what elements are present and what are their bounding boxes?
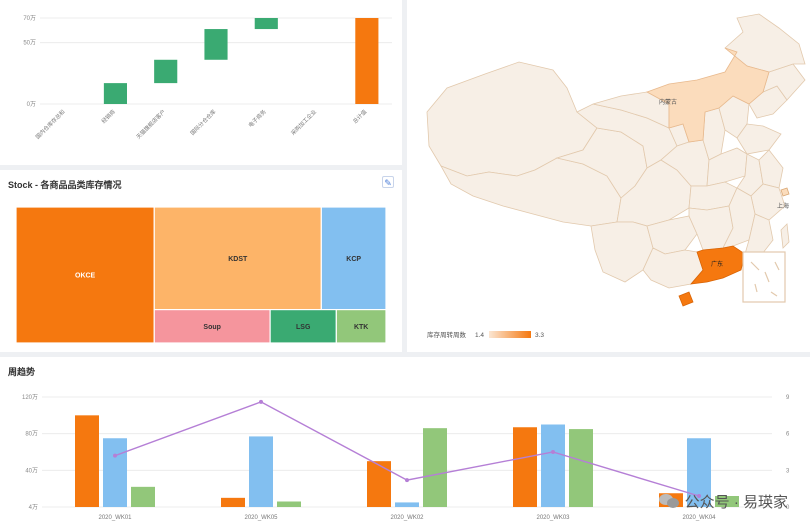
combo-bar — [249, 436, 273, 507]
y-tick-label: 80万 — [25, 431, 38, 438]
combo-panel: 周趋势 4万 40万 80万 120万 0 3 6 9 2020_WK01 2020_WK05 20… — [0, 357, 810, 527]
region-label-inner-mongolia: 内蒙古 — [659, 98, 677, 106]
waterfall-bar — [204, 29, 228, 60]
trend-point — [259, 399, 263, 404]
china-map: 内蒙古 上海 广东 库存周转周数 1.4 3.3 — [426, 13, 806, 339]
y-tick-label: 4万 — [29, 504, 38, 511]
x-tick-label: 2020_WK05 — [244, 515, 278, 521]
y-tick-label: 40万 — [25, 467, 38, 474]
x-tick-label: 经销商 — [100, 107, 118, 125]
treemap-chart: OKCE KDST KCP Soup LSG KTK — [15, 206, 387, 344]
map-regions — [426, 13, 806, 289]
combo-bar — [395, 502, 419, 507]
combo-bar — [221, 497, 245, 507]
treemap-label: KDST — [228, 256, 248, 263]
treemap-label: KTK — [354, 324, 368, 331]
combo-bar — [367, 461, 391, 507]
trend-point — [113, 453, 117, 458]
y-tick-label: 0万 — [27, 101, 36, 108]
combo-bar — [513, 427, 537, 507]
x-tick-label: 国际分仓仓库 — [188, 107, 217, 136]
map-legend-min: 1.4 — [475, 332, 484, 339]
watermark-text: 公众号 · 易瑛家 — [684, 493, 788, 511]
region-guangdong[interactable] — [690, 245, 746, 285]
combo-bar — [541, 424, 565, 507]
region-taiwan[interactable] — [780, 223, 790, 249]
watermark: 公众号 · 易瑛家 — [658, 489, 788, 513]
south-china-sea-inset — [742, 251, 786, 303]
map-legend-gradient — [489, 331, 531, 338]
waterfall-bar — [154, 59, 178, 84]
wechat-icon — [658, 492, 681, 510]
map-legend-max: 3.3 — [535, 332, 544, 339]
region-shandong[interactable] — [736, 123, 782, 155]
combo-bar — [75, 415, 99, 507]
x-tick-label: 采购加工企业 — [289, 107, 318, 136]
x-tick-label: 总计值 — [351, 107, 369, 125]
waterfall-bar — [355, 18, 379, 104]
region-label-guangdong: 广东 — [711, 260, 723, 268]
trend-point — [697, 494, 701, 498]
combo-title: 周趋势 — [8, 367, 36, 377]
region-hainan[interactable] — [678, 291, 694, 307]
treemap-cell — [320, 206, 387, 311]
y-tick-label: 120万 — [22, 394, 38, 401]
x-tick-label: 2020_WK04 — [682, 515, 716, 521]
treemap-title: Stock - 各商品品类库存情况 — [8, 180, 122, 190]
treemap-cell — [335, 308, 387, 344]
combo-bar — [569, 429, 593, 507]
x-tick-label: 天猫旗舰店客户 — [134, 108, 167, 141]
combo-bar — [131, 486, 155, 507]
map-legend: 库存周转周数 1.4 3.3 — [427, 330, 544, 339]
region-shanghai[interactable] — [780, 187, 790, 197]
map-panel: 内蒙古 上海 广东 库存周转周数 1.4 3.3 — [407, 0, 810, 352]
treemap-label: Soup — [203, 324, 221, 331]
treemap-label: KCP — [346, 256, 361, 263]
region-label-shanghai: 上海 — [777, 202, 789, 210]
trend-point — [551, 450, 555, 454]
x-tick-label: 国内仓库存总和 — [34, 108, 67, 141]
combo-bar — [715, 496, 739, 507]
treemap-cell — [15, 206, 155, 344]
trend-point — [405, 478, 409, 483]
y2-tick-label: 0 — [786, 505, 790, 511]
combo-chart: 4万 40万 80万 120万 0 3 6 9 2020_WK01 2020_WK05 2020_W… — [22, 394, 790, 521]
y2-tick-label: 3 — [786, 468, 790, 474]
y-tick-label: 70万 — [23, 15, 36, 22]
edit-icon[interactable]: ✎ — [382, 176, 394, 188]
combo-bar — [277, 501, 301, 507]
y2-tick-label: 9 — [786, 395, 790, 401]
treemap-panel: Stock - 各商品品类库存情况 ✎ OKCE KDST KCP Soup LSG KT… — [0, 170, 402, 352]
region-inner-mongolia[interactable] — [646, 47, 770, 143]
treemap-label: OKCE — [75, 273, 96, 280]
region-jiangsu[interactable] — [758, 149, 784, 189]
map-legend-label: 库存周转周数 — [427, 330, 467, 339]
treemap-cell — [269, 308, 337, 344]
combo-bar — [423, 428, 447, 507]
y2-tick-label: 6 — [786, 432, 790, 438]
waterfall-bar — [103, 83, 127, 104]
treemap-label: LSG — [296, 324, 311, 331]
x-tick-label: 2020_WK03 — [536, 515, 570, 521]
x-tick-label: 2020_WK02 — [390, 515, 424, 521]
y-tick-label: 50万 — [23, 40, 36, 47]
combo-bar — [103, 438, 127, 507]
waterfall-panel: 0万 50万 70万国内仓库存总和 经销商 天猫旗舰店客户 国际分仓仓库 电子商务 采购加工企… — [0, 0, 402, 165]
x-tick-label: 电子商务 — [246, 107, 268, 129]
region-yunnan[interactable] — [590, 221, 654, 283]
x-tick-label: 2020_WK01 — [98, 515, 132, 521]
waterfall-bar — [254, 18, 278, 30]
